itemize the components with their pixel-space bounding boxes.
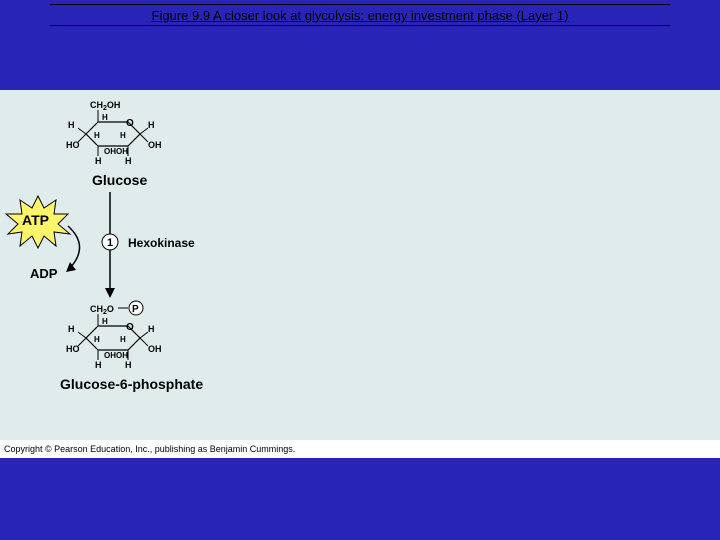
svg-text:HO: HO	[66, 140, 80, 150]
title-bar: Figure 9.9 A closer look at glycolysis: …	[50, 4, 670, 26]
svg-text:H: H	[102, 113, 108, 122]
svg-text:H: H	[95, 156, 102, 166]
copyright-bar: Copyright © Pearson Education, Inc., pub…	[0, 440, 720, 458]
svg-text:CH2OH: CH2OH	[90, 100, 120, 112]
svg-text:OH: OH	[104, 351, 116, 360]
svg-text:OH: OH	[148, 140, 162, 150]
svg-text:H: H	[68, 120, 75, 130]
svg-text:H: H	[120, 131, 126, 140]
copyright-text: Copyright © Pearson Education, Inc., pub…	[4, 444, 295, 454]
svg-text:H: H	[94, 131, 100, 140]
svg-text:H: H	[95, 360, 102, 370]
svg-text:HO: HO	[66, 344, 80, 354]
g6p-structure: O CH2O P H HO H OH H H H H H OH OH	[66, 300, 186, 380]
svg-text:H: H	[125, 360, 132, 370]
svg-text:OH: OH	[116, 351, 128, 360]
reaction-arrow: 1	[20, 190, 130, 300]
glucose-structure: O CH2OH H HO H OH H H H H H OH OH	[66, 96, 166, 176]
svg-text:OH: OH	[116, 147, 128, 156]
svg-text:OH: OH	[104, 147, 116, 156]
svg-text:H: H	[68, 324, 75, 334]
svg-text:H: H	[102, 317, 108, 326]
svg-text:H: H	[94, 335, 100, 344]
svg-text:H: H	[120, 335, 126, 344]
svg-text:OH: OH	[148, 344, 162, 354]
diagram-panel: O CH2OH H HO H OH H H H H H OH OH Glucos…	[0, 90, 720, 440]
svg-text:1: 1	[107, 237, 113, 249]
svg-text:P: P	[132, 304, 139, 315]
glucose-label: Glucose	[92, 172, 147, 188]
svg-text:H: H	[148, 324, 155, 334]
svg-text:H: H	[125, 156, 132, 166]
svg-text:H: H	[148, 120, 155, 130]
g6p-label: Glucose-6-phosphate	[60, 376, 203, 392]
svg-text:CH2O: CH2O	[90, 304, 114, 316]
enzyme-label: Hexokinase	[128, 236, 195, 250]
svg-text:O: O	[126, 118, 134, 129]
svg-text:O: O	[126, 322, 134, 333]
figure-title: Figure 9.9 A closer look at glycolysis: …	[152, 8, 569, 23]
